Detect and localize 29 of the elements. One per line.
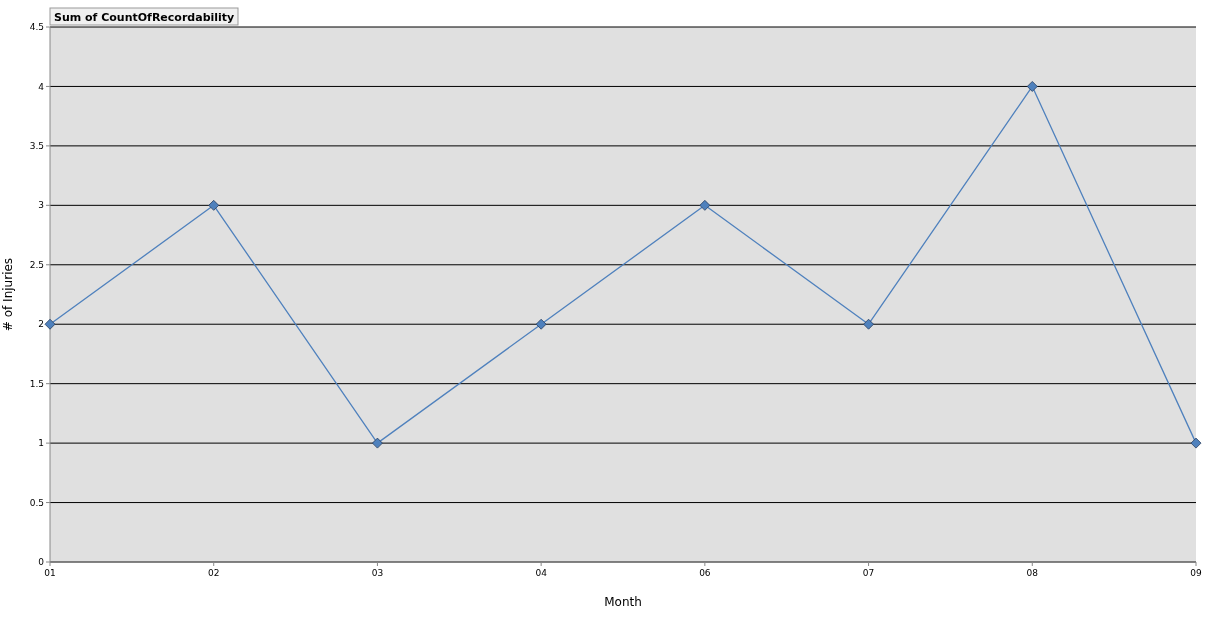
x-axis-title: Month bbox=[604, 595, 642, 609]
y-tick-label: 0 bbox=[38, 557, 45, 568]
x-tick-label: 07 bbox=[862, 568, 875, 578]
chart-title: Sum of CountOfRecordability bbox=[54, 11, 235, 24]
y-tick-label: 1.5 bbox=[29, 378, 44, 389]
point bbox=[535, 318, 547, 330]
point bbox=[44, 318, 56, 330]
point bbox=[1026, 81, 1038, 92]
x-tick-label: 06 bbox=[699, 568, 711, 578]
y-axis-title: # of Injuries bbox=[1, 257, 15, 332]
y-tick-label: 4.5 bbox=[29, 22, 44, 33]
y-tick-label: 2 bbox=[38, 319, 44, 330]
point bbox=[863, 318, 874, 330]
x-tick-label: 01 bbox=[44, 568, 56, 578]
point bbox=[699, 199, 711, 211]
point bbox=[208, 199, 220, 211]
x-tick-label: 02 bbox=[207, 568, 220, 578]
x-tick-label: 04 bbox=[535, 568, 548, 578]
y-tick-label: 1 bbox=[38, 438, 44, 449]
y-tick-label: 3 bbox=[38, 200, 44, 211]
point bbox=[372, 437, 383, 449]
y-tick-label: 2.5 bbox=[29, 259, 44, 270]
x-tick-label: 03 bbox=[371, 568, 384, 578]
point bbox=[1190, 437, 1202, 449]
y-tick-label: 0.5 bbox=[29, 497, 44, 508]
y-tick-label: 3.5 bbox=[29, 141, 44, 152]
x-tick-label: 09 bbox=[1190, 568, 1202, 578]
x-tick-label: 08 bbox=[1026, 568, 1039, 578]
y-tick-label: 4 bbox=[38, 81, 45, 92]
